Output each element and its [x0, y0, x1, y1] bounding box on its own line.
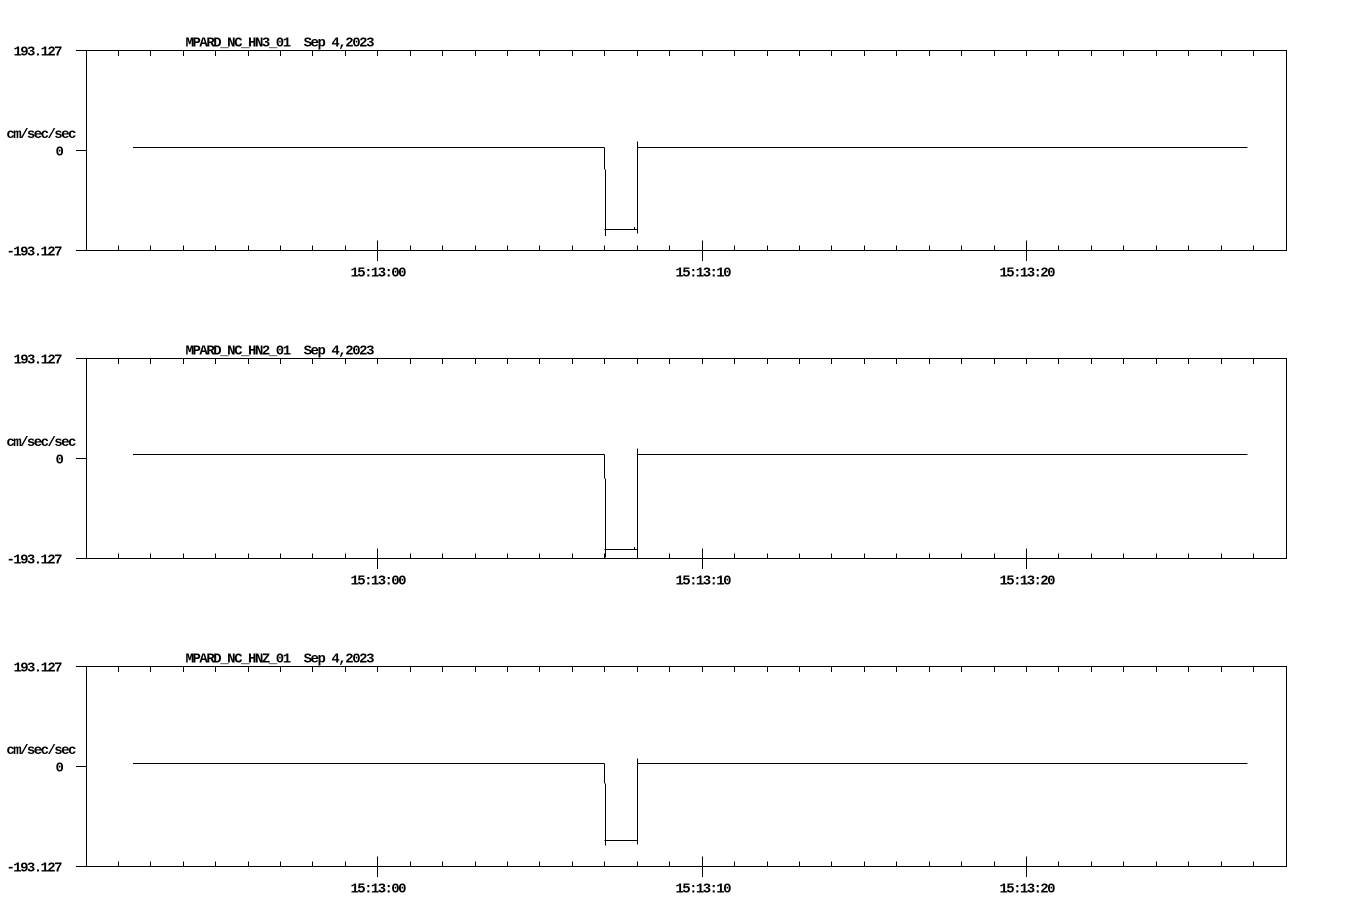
svg-text:MPARD_NC_HN2_01 Sep 4,2023: MPARD_NC_HN2_01 Sep 4,2023 — [186, 343, 375, 359]
svg-text:cm/sec/sec: cm/sec/sec — [6, 743, 76, 759]
svg-text:15:13:00: 15:13:00 — [351, 266, 407, 282]
svg-text:0: 0 — [56, 453, 64, 469]
svg-text:15:13:10: 15:13:10 — [676, 266, 732, 282]
svg-text:193.127: 193.127 — [14, 45, 63, 61]
svg-text:15:13:20: 15:13:20 — [1000, 574, 1056, 590]
svg-text:15:13:10: 15:13:10 — [676, 574, 732, 590]
svg-text:15:13:20: 15:13:20 — [1000, 882, 1056, 898]
svg-text:cm/sec/sec: cm/sec/sec — [6, 127, 76, 143]
svg-text:cm/sec/sec: cm/sec/sec — [6, 435, 76, 451]
svg-text:-193.127: -193.127 — [7, 245, 63, 261]
svg-text:15:13:20: 15:13:20 — [1000, 266, 1056, 282]
svg-text:-193.127: -193.127 — [7, 553, 63, 569]
svg-text:15:13:00: 15:13:00 — [351, 882, 407, 898]
svg-text:193.127: 193.127 — [14, 661, 63, 677]
svg-text:15:13:00: 15:13:00 — [351, 574, 407, 590]
svg-text:0: 0 — [56, 761, 64, 777]
svg-text:MPARD_NC_HNZ_01 Sep 4,2023: MPARD_NC_HNZ_01 Sep 4,2023 — [186, 651, 375, 667]
svg-text:193.127: 193.127 — [14, 353, 63, 369]
svg-text:-193.127: -193.127 — [7, 861, 63, 877]
svg-text:0: 0 — [56, 145, 64, 161]
svg-text:MPARD_NC_HN3_01 Sep 4,2023: MPARD_NC_HN3_01 Sep 4,2023 — [186, 35, 375, 51]
svg-text:15:13:10: 15:13:10 — [676, 882, 732, 898]
